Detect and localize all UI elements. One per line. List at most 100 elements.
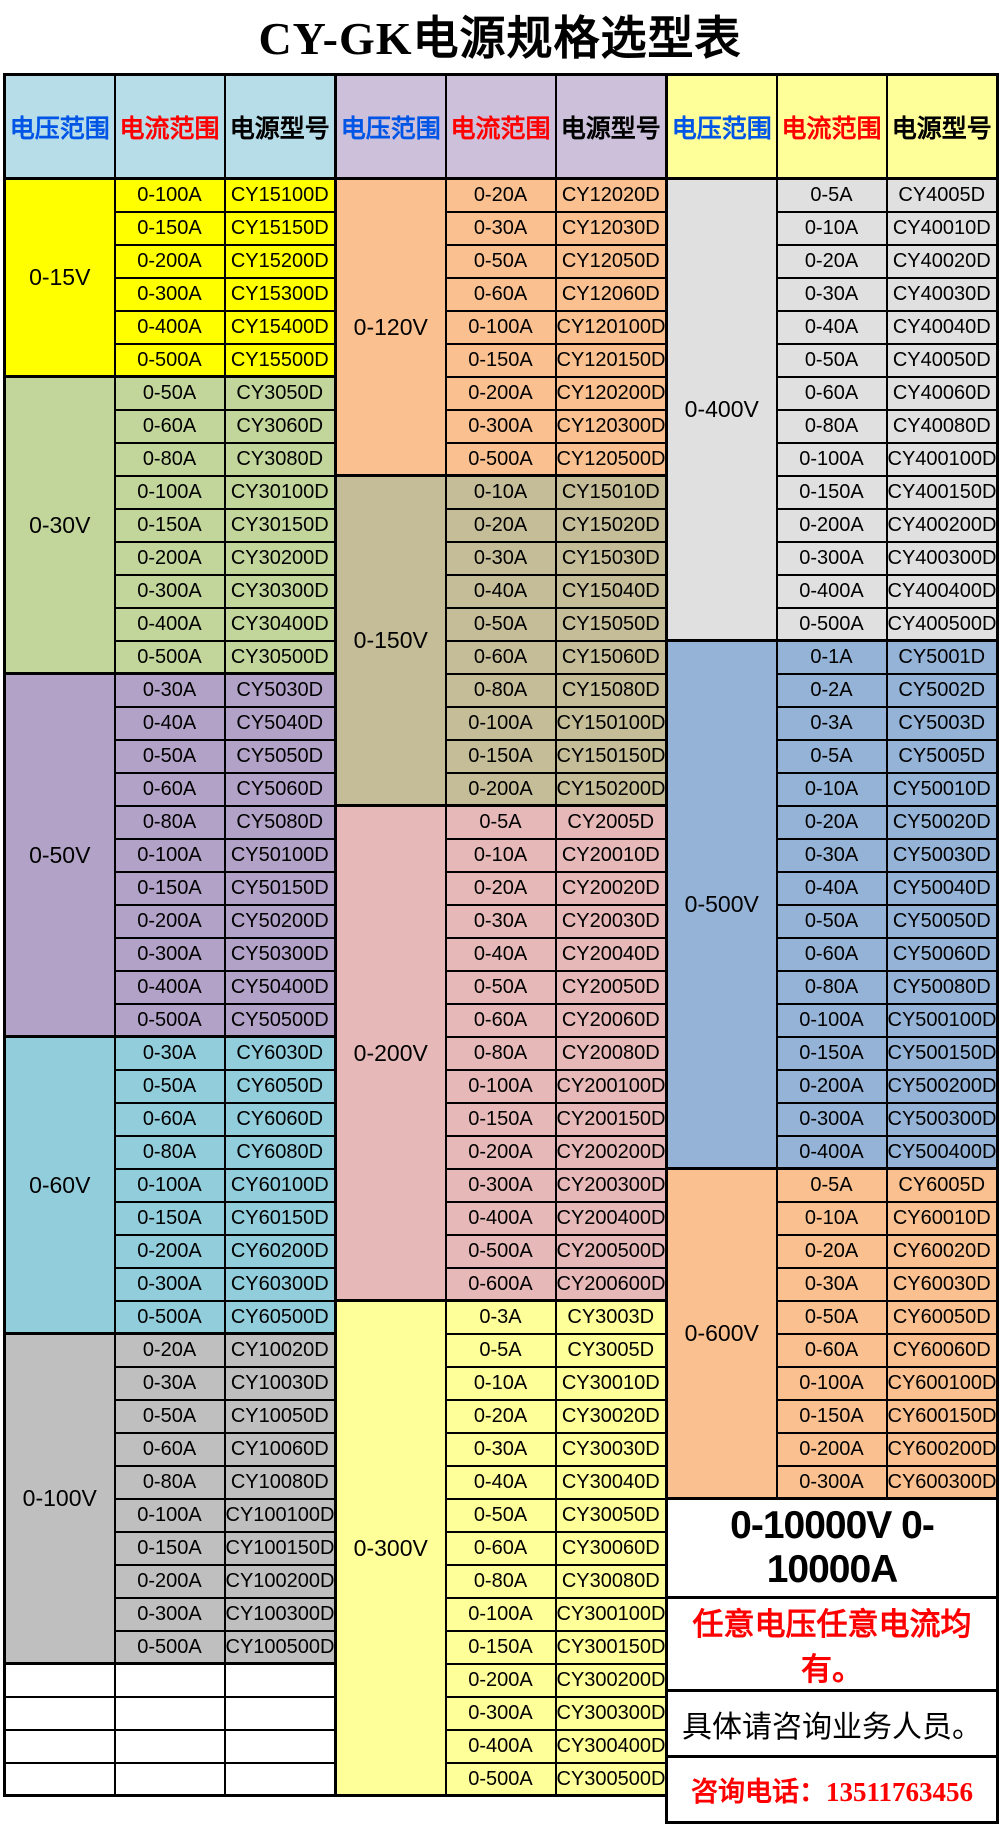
current-range-cell: 0-100A bbox=[113, 474, 226, 510]
current-range-cell: 0-500A bbox=[113, 342, 226, 378]
current-range-cell: 0-200A bbox=[775, 1068, 888, 1104]
model-cell: CY300100D bbox=[554, 1596, 668, 1632]
model-cell: CY30150D bbox=[223, 507, 337, 543]
model-cell: CY200600D bbox=[554, 1266, 668, 1302]
current-range-cell: 0-30A bbox=[775, 276, 888, 312]
empty-voltage-cell bbox=[3, 1761, 116, 1797]
model-cell: CY60020D bbox=[885, 1233, 999, 1269]
model-cell: CY10060D bbox=[223, 1431, 337, 1467]
model-cell: CY40040D bbox=[885, 309, 999, 345]
model-cell: CY12020D bbox=[554, 177, 668, 213]
model-cell: CY12060D bbox=[554, 276, 668, 312]
current-range-cell: 0-20A bbox=[444, 1398, 557, 1434]
model-cell: CY300400D bbox=[554, 1728, 668, 1764]
current-range-cell: 0-300A bbox=[113, 276, 226, 312]
model-cell: CY40030D bbox=[885, 276, 999, 312]
page-title: CY-GK电源规格选型表 bbox=[258, 13, 742, 64]
current-range-cell: 0-100A bbox=[444, 1068, 557, 1104]
empty-voltage-cell bbox=[3, 1662, 116, 1698]
current-range-cell: 0-50A bbox=[113, 1068, 226, 1104]
model-cell: CY400100D bbox=[885, 441, 999, 477]
current-range-cell: 0-30A bbox=[444, 1431, 557, 1467]
model-cell: CY15060D bbox=[554, 639, 668, 675]
current-range-cell: 0-60A bbox=[113, 771, 226, 807]
model-cell: CY400200D bbox=[885, 507, 999, 543]
column-header-voltage: 电压范围 bbox=[334, 73, 447, 180]
current-range-cell: 0-60A bbox=[775, 375, 888, 411]
model-cell: CY300150D bbox=[554, 1629, 668, 1665]
current-range-cell: 0-30A bbox=[113, 1035, 226, 1071]
model-cell: CY3080D bbox=[223, 441, 337, 477]
current-range-cell: 0-400A bbox=[775, 573, 888, 609]
current-range-cell: 0-30A bbox=[113, 1365, 226, 1401]
current-range-cell: 0-5A bbox=[775, 177, 888, 213]
current-range-cell: 0-100A bbox=[113, 1167, 226, 1203]
model-cell: CY6050D bbox=[223, 1068, 337, 1104]
model-cell: CY20040D bbox=[554, 936, 668, 972]
model-cell: CY40060D bbox=[885, 375, 999, 411]
current-range-cell: 0-300A bbox=[444, 1695, 557, 1731]
current-range-cell: 0-1A bbox=[775, 639, 888, 675]
model-cell: CY3003D bbox=[554, 1299, 668, 1335]
current-range-cell: 0-30A bbox=[444, 540, 557, 576]
current-range-cell: 0-400A bbox=[113, 969, 226, 1005]
voltage-section-label: 0-30V bbox=[3, 375, 116, 675]
voltage-section-label: 0-60V bbox=[3, 1035, 116, 1335]
current-range-cell: 0-600A bbox=[444, 1266, 557, 1302]
current-range-cell: 0-150A bbox=[775, 474, 888, 510]
empty-cell bbox=[113, 1695, 226, 1731]
model-cell: CY200500D bbox=[554, 1233, 668, 1269]
model-cell: CY600150D bbox=[885, 1398, 999, 1434]
model-cell: CY20060D bbox=[554, 1002, 668, 1038]
model-cell: CY6005D bbox=[885, 1167, 999, 1203]
model-cell: CY60300D bbox=[223, 1266, 337, 1302]
model-cell: CY500100D bbox=[885, 1002, 999, 1038]
current-range-cell: 0-500A bbox=[113, 639, 226, 675]
spec-table-group-3: 电压范围 电流范围 电源型号 0-400V 0-5A CY4005D 0-10A CY4001… bbox=[665, 73, 999, 1824]
current-range-cell: 0-500A bbox=[444, 1233, 557, 1269]
current-range-cell: 0-400A bbox=[113, 606, 226, 642]
current-range-cell: 0-200A bbox=[113, 243, 226, 279]
model-cell: CY20010D bbox=[554, 837, 668, 873]
current-range-cell: 0-300A bbox=[775, 1464, 888, 1500]
model-cell: CY150200D bbox=[554, 771, 668, 807]
model-cell: CY50050D bbox=[885, 903, 999, 939]
empty-cell bbox=[113, 1662, 226, 1698]
voltage-section-label: 0-15V bbox=[3, 177, 116, 378]
current-range-cell: 0-60A bbox=[444, 1002, 557, 1038]
voltage-section-label: 0-200V bbox=[334, 804, 447, 1302]
current-range-cell: 0-10A bbox=[444, 474, 557, 510]
current-range-cell: 0-300A bbox=[444, 1167, 557, 1203]
model-cell: CY15150D bbox=[223, 210, 337, 246]
current-range-cell: 0-200A bbox=[444, 771, 557, 807]
current-range-cell: 0-30A bbox=[775, 837, 888, 873]
model-cell: CY100200D bbox=[223, 1563, 337, 1599]
current-range-cell: 0-80A bbox=[113, 804, 226, 840]
current-range-cell: 0-5A bbox=[444, 1332, 557, 1368]
model-cell: CY30200D bbox=[223, 540, 337, 576]
note-capability-range: 0-10000V 0-10000A bbox=[665, 1497, 999, 1599]
model-cell: CY50400D bbox=[223, 969, 337, 1005]
model-cell: CY500200D bbox=[885, 1068, 999, 1104]
model-cell: CY60060D bbox=[885, 1332, 999, 1368]
empty-cell bbox=[113, 1728, 226, 1764]
model-cell: CY4005D bbox=[885, 177, 999, 213]
current-range-cell: 0-100A bbox=[444, 705, 557, 741]
voltage-section-label: 0-150V bbox=[334, 474, 447, 807]
note-contact-sales: 具体请咨询业务人员。 bbox=[665, 1689, 999, 1758]
model-cell: CY100500D bbox=[223, 1629, 337, 1665]
model-cell: CY15300D bbox=[223, 276, 337, 312]
model-cell: CY300200D bbox=[554, 1662, 668, 1698]
current-range-cell: 0-300A bbox=[444, 408, 557, 444]
column-header-current: 电流范围 bbox=[113, 73, 226, 180]
model-cell: CY15400D bbox=[223, 309, 337, 345]
model-cell: CY2005D bbox=[554, 804, 668, 840]
current-range-cell: 0-80A bbox=[444, 672, 557, 708]
current-range-cell: 0-50A bbox=[444, 606, 557, 642]
current-range-cell: 0-10A bbox=[775, 771, 888, 807]
model-cell: CY30060D bbox=[554, 1530, 668, 1566]
model-cell: CY3050D bbox=[223, 375, 337, 411]
model-cell: CY200200D bbox=[554, 1134, 668, 1170]
model-cell: CY60030D bbox=[885, 1266, 999, 1302]
model-cell: CY12050D bbox=[554, 243, 668, 279]
